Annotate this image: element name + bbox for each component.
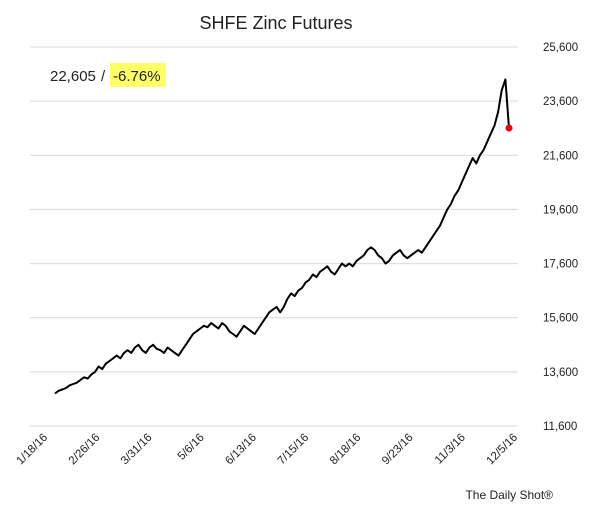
source-credit: The Daily Shot® <box>465 488 553 502</box>
series-line-group <box>54 78 513 395</box>
percent-change-label: -6.76% <box>113 68 161 85</box>
x-tick-label: 1/18/16 <box>15 432 51 468</box>
y-tick-label: 17,600 <box>543 259 578 271</box>
y-tick-label: 15,600 <box>543 313 578 325</box>
change-highlight <box>110 63 166 87</box>
y-tick-label: 19,600 <box>543 204 578 216</box>
last-value-label: 22,605 <box>50 68 96 85</box>
x-tick-label: 11/3/16 <box>433 432 468 467</box>
last-point-marker <box>505 124 513 132</box>
separator-slash: / <box>101 68 106 85</box>
x-axis-ticks: 1/18/16 2/26/16 3/31/16 5/6/16 6/13/16 7/15/1… <box>15 432 521 468</box>
x-tick-label: 12/5/16 <box>485 432 521 468</box>
gridlines <box>30 46 518 427</box>
chart-title: SHFE Zinc Futures <box>199 13 352 33</box>
x-tick-label: 9/23/16 <box>380 432 416 468</box>
x-tick-label: 6/13/16 <box>223 432 259 468</box>
x-tick-label: 5/6/16 <box>176 432 207 463</box>
y-tick-label: 11,600 <box>543 421 577 433</box>
y-tick-label: 25,600 <box>543 42 578 54</box>
x-tick-label: 7/15/16 <box>276 432 312 468</box>
y-tick-label: 23,600 <box>543 96 578 108</box>
y-axis-ticks: 25,600 23,600 21,600 19,600 17,600 15,600 13,6… <box>543 42 578 433</box>
y-tick-label: 21,600 <box>543 150 578 162</box>
y-tick-label: 13,600 <box>543 367 578 379</box>
x-tick-label: 3/31/16 <box>119 432 155 468</box>
series-line <box>54 78 510 395</box>
x-tick-label: 2/26/16 <box>67 432 103 468</box>
x-tick-label: 8/18/16 <box>328 432 364 468</box>
